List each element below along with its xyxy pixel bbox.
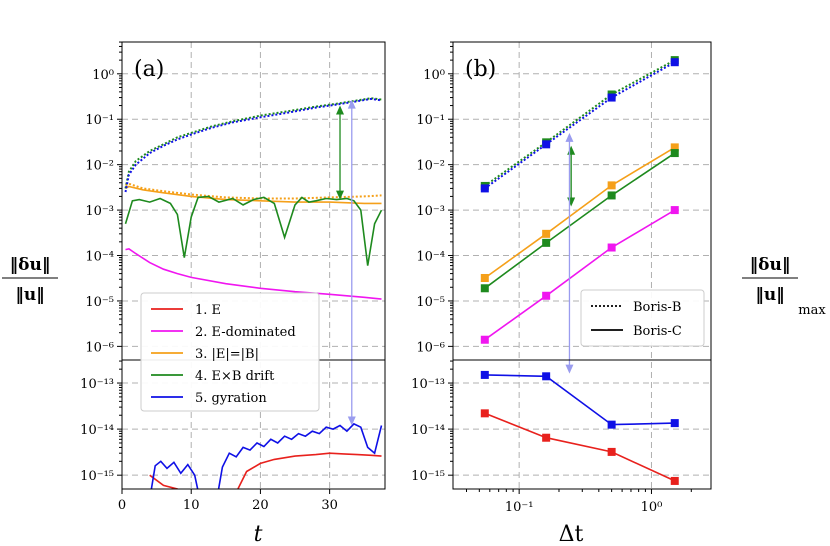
- legend-label: Boris-B: [633, 300, 681, 315]
- annotation-arrow-head: [565, 132, 574, 142]
- y-tick-label: 10⁻¹: [85, 113, 114, 128]
- x-tick-label: 0: [118, 498, 126, 513]
- y-tick-label: 10⁻⁴: [416, 250, 445, 265]
- x-tick-label: 20: [252, 498, 269, 513]
- data-point: [480, 409, 489, 418]
- data-point: [542, 140, 551, 149]
- data-point: [542, 372, 551, 381]
- y-tick-label: 10⁻⁶: [416, 340, 445, 355]
- data-point: [670, 419, 679, 428]
- data-point: [480, 335, 489, 344]
- data-point: [670, 476, 679, 485]
- data-point: [542, 229, 551, 238]
- ylabel-a-denominator: ‖u‖: [15, 285, 44, 305]
- axes-frame: [121, 41, 386, 490]
- data-point: [480, 184, 489, 193]
- series-line: [484, 61, 676, 190]
- data-point: [542, 291, 551, 300]
- y-tick-label: 10⁰: [423, 68, 445, 83]
- xlabel-b: Δt: [559, 522, 584, 546]
- y-tick-label: 10⁻¹⁵: [411, 469, 445, 484]
- data-point: [607, 447, 616, 456]
- series-line: [484, 374, 675, 426]
- series-line: [150, 422, 383, 489]
- series-line: [484, 412, 676, 482]
- y-tick-label: 10⁻⁵: [85, 295, 114, 310]
- legend-label: 4. E×B drift: [195, 369, 275, 384]
- axes-frame: [452, 41, 712, 490]
- y-tick-label: 10⁻¹³: [80, 377, 114, 392]
- x-tick-label: 10⁰: [641, 500, 663, 515]
- data-point: [607, 93, 616, 102]
- legend-label: 3. |E|=|B|: [195, 347, 259, 362]
- legend-box: [580, 289, 705, 347]
- data-point: [607, 420, 616, 429]
- y-tick-label: 10⁰: [92, 68, 114, 83]
- series-line: [484, 209, 676, 341]
- legend-label: 2. E-dominated: [195, 325, 296, 340]
- ylabel-b-denominator: ‖u‖: [755, 285, 784, 305]
- legend-label: 5. gyration: [195, 391, 267, 406]
- series-line: [125, 248, 382, 300]
- data-point: [542, 433, 551, 442]
- data-point: [670, 143, 679, 152]
- y-tick-label: 10⁻²: [85, 159, 114, 174]
- legend-box: [140, 292, 320, 412]
- annotation-arrow-head: [567, 145, 576, 155]
- data-point: [670, 58, 679, 67]
- data-point: [607, 191, 616, 200]
- y-tick-label: 10⁻¹: [416, 113, 445, 128]
- annotation-arrow-head: [567, 197, 576, 207]
- data-point: [607, 181, 616, 190]
- annotation-arrow-head: [347, 99, 356, 109]
- y-tick-label: 10⁻¹³: [411, 377, 445, 392]
- y-tick-label: 10⁻¹⁴: [411, 423, 445, 438]
- series-line: [149, 452, 382, 489]
- x-tick-label: 10: [183, 498, 200, 513]
- series-line: [484, 59, 676, 187]
- x-tick-label: 30: [321, 498, 338, 513]
- annotation-arrow-head: [336, 190, 345, 200]
- xlabel-a: t: [254, 522, 263, 546]
- y-tick-label: 10⁻⁶: [85, 340, 114, 355]
- x-tick-label: 10⁻¹: [505, 500, 534, 515]
- data-point: [480, 273, 489, 282]
- y-tick-label: 10⁻¹⁵: [80, 469, 114, 484]
- annotation-arrow-head: [565, 364, 574, 374]
- y-tick-label: 10⁻³: [416, 204, 445, 219]
- data-point: [480, 284, 489, 293]
- y-tick-label: 10⁻⁴: [85, 250, 114, 265]
- y-tick-label: 10⁻¹⁴: [80, 423, 114, 438]
- legend-label: 1. E: [195, 303, 221, 318]
- legend-label: Boris-C: [633, 324, 682, 339]
- panel-label: (b): [465, 57, 496, 82]
- data-point: [480, 370, 489, 379]
- y-tick-label: 10⁻⁵: [416, 295, 445, 310]
- y-tick-label: 10⁻²: [416, 159, 445, 174]
- series-line: [124, 97, 382, 193]
- data-point: [670, 206, 679, 215]
- panel-a: 0 10 20 30 10⁰ 10⁻¹ 10⁻² 10⁻³ 10⁻⁴ 10⁻⁵ 10⁻⁶ 10⁻¹³ 1…: [80, 41, 386, 513]
- series-line: [484, 152, 676, 289]
- data-point: [670, 149, 679, 158]
- annotation-arrow-head: [347, 416, 356, 426]
- series-line: [124, 195, 383, 266]
- data-point: [607, 243, 616, 252]
- grid-lines: [121, 42, 385, 489]
- ylabel-b-numerator: ‖δu‖: [750, 255, 791, 275]
- series-line: [124, 97, 382, 189]
- panel-label: (a): [134, 57, 164, 82]
- annotation-arrow-head: [336, 105, 345, 115]
- ylabel-a-numerator: ‖δu‖: [10, 255, 51, 275]
- data-point: [542, 238, 551, 247]
- ylabel-b-subscript: max: [798, 303, 826, 318]
- y-tick-label: 10⁻³: [85, 204, 114, 219]
- series-line: [484, 146, 676, 279]
- panel-b: 10⁻¹ 10⁰ 10⁰ 10⁻¹ 10⁻² 10⁻³ 10⁻⁴ 10⁻⁵ 10⁻⁶ 10⁻¹³ 1…: [411, 41, 712, 515]
